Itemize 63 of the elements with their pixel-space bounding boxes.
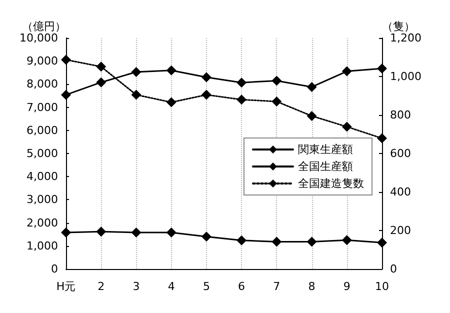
y2-tick-label: 200 [390, 224, 411, 237]
y-tick-label: 8,000 [26, 78, 58, 91]
y-axis-title: （億円） [22, 20, 66, 33]
point [96, 62, 106, 72]
y2-tick-label: 1,200 [390, 32, 422, 44]
y-tick-label: 4,000 [26, 170, 58, 184]
y-tick-label: 1,000 [26, 239, 58, 252]
x-tick-label: 5 [202, 280, 210, 293]
point [272, 96, 282, 107]
point [236, 94, 247, 105]
point [377, 238, 387, 248]
y2-tick-label: 600 [390, 147, 411, 160]
point [61, 90, 71, 100]
y-tick-label: 0 [51, 262, 58, 276]
legend-label: 関東生産額 [298, 143, 353, 156]
point [131, 90, 142, 100]
point [96, 77, 106, 88]
x-tick-label: 6 [238, 280, 246, 293]
y2-tick-label: 800 [390, 108, 411, 122]
x-tick-label: 10 [375, 280, 389, 293]
point [236, 235, 247, 246]
point [61, 228, 71, 238]
y-tick-label: 3,000 [26, 193, 58, 206]
point [166, 228, 176, 238]
y-tick-label: 7,000 [26, 100, 58, 114]
y2-axis-title: （隻） [382, 20, 415, 33]
point [306, 110, 317, 121]
y-tick-label: 2,000 [26, 216, 58, 230]
point [166, 97, 176, 108]
y-tick-label: 6,000 [26, 124, 58, 137]
point [306, 236, 317, 247]
y2-tick-label: 400 [390, 186, 411, 198]
point [306, 82, 317, 92]
point [342, 235, 352, 246]
point [131, 228, 142, 238]
y-tick-label: 10,000 [20, 32, 58, 44]
x-tick-label: 9 [343, 280, 350, 293]
x-tick-label: H元 [56, 280, 76, 293]
point [272, 236, 282, 247]
point [342, 122, 352, 132]
point [61, 54, 71, 65]
legend-label: 全国建造隻数 [298, 177, 364, 190]
point [236, 78, 247, 88]
y2-tick-label: 0 [390, 262, 397, 276]
point [377, 133, 387, 144]
point [96, 226, 106, 237]
point [201, 232, 212, 242]
point [377, 63, 387, 74]
legend-label: 全国生産額 [298, 160, 353, 173]
point [201, 72, 212, 82]
x-tick-label: 8 [308, 280, 316, 293]
point [201, 90, 212, 100]
point [131, 66, 142, 77]
y-tick-label: 5,000 [26, 147, 58, 160]
point [272, 76, 282, 86]
y-tick-label: 9,000 [26, 54, 58, 68]
x-tick-label: 3 [132, 280, 140, 293]
y2-tick-label: 1,000 [390, 70, 422, 83]
x-tick-label: 7 [273, 280, 280, 293]
x-tick-label: 4 [168, 280, 175, 293]
x-tick-label: 2 [98, 280, 105, 293]
point [342, 66, 352, 76]
point [166, 65, 176, 76]
